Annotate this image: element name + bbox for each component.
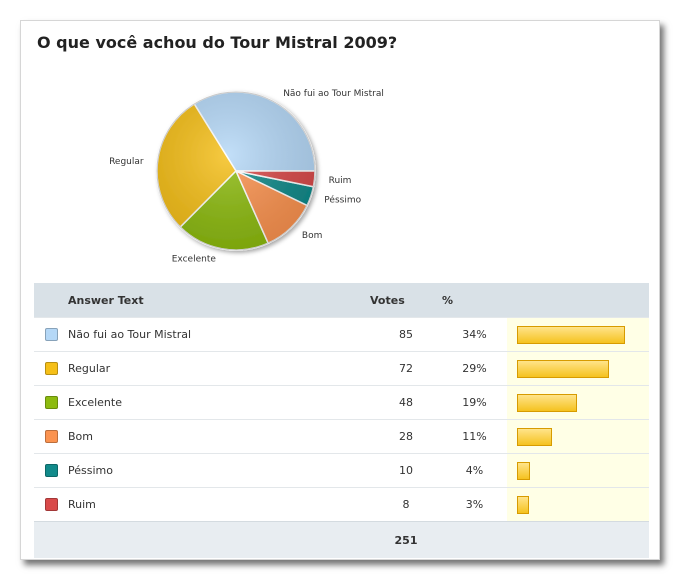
bar-cell xyxy=(507,351,649,386)
answer-text: Péssimo xyxy=(68,453,370,488)
vote-bar xyxy=(517,427,552,446)
legend-swatch-cell xyxy=(34,453,68,488)
vote-bar xyxy=(517,461,530,480)
bar-cell xyxy=(507,487,649,522)
table-row: Regular 72 29% xyxy=(34,351,649,386)
legend-swatch-cell xyxy=(34,419,68,454)
header-key xyxy=(34,283,68,318)
table-row: Não fui ao Tour Mistral 85 34% xyxy=(34,317,649,352)
vote-count: 85 xyxy=(370,317,442,352)
table-footer-row: 251 xyxy=(34,521,649,558)
vote-percent: 19% xyxy=(442,385,507,420)
bar-cell xyxy=(507,385,649,420)
legend-swatch-cell xyxy=(34,351,68,386)
table-row: Bom 28 11% xyxy=(34,419,649,454)
vote-count: 10 xyxy=(370,453,442,488)
legend-swatch xyxy=(44,464,58,478)
header-answer: Answer Text xyxy=(68,283,370,318)
vote-bar xyxy=(517,359,609,378)
header-votes: Votes xyxy=(370,283,442,318)
header-bar xyxy=(507,283,649,318)
legend-swatch-cell xyxy=(34,317,68,352)
total-votes: 251 xyxy=(370,521,442,558)
vote-count: 8 xyxy=(370,487,442,522)
pie-chart: Não fui ao Tour Mistral Regular Excelente B… xyxy=(109,89,384,265)
pie-slice-label: Não fui ao Tour Mistral xyxy=(283,89,384,99)
vote-percent: 34% xyxy=(442,317,507,352)
answer-text: Bom xyxy=(68,419,370,454)
answer-text: Excelente xyxy=(68,385,370,420)
table-row: Excelente 48 19% xyxy=(34,385,649,420)
pie-slice-label: Bom xyxy=(302,231,322,241)
poll-results-card: O que você achou do Tour Mistral 2009? N… xyxy=(20,20,660,560)
vote-percent: 11% xyxy=(442,419,507,454)
vote-bar xyxy=(517,393,577,412)
legend-swatch xyxy=(44,430,58,444)
legend-swatch xyxy=(44,328,58,342)
vote-count: 48 xyxy=(370,385,442,420)
vote-percent: 29% xyxy=(442,351,507,386)
vote-bar xyxy=(517,495,529,514)
answer-text: Não fui ao Tour Mistral xyxy=(68,317,370,352)
answer-text: Regular xyxy=(68,351,370,386)
bar-cell xyxy=(507,453,649,488)
pie-slice-label: Excelente xyxy=(172,255,217,265)
legend-swatch xyxy=(44,498,58,512)
pie-slice-label: Ruim xyxy=(329,176,352,186)
table-header-row: Answer Text Votes % xyxy=(34,283,649,318)
bar-cell xyxy=(507,419,649,454)
vote-percent: 3% xyxy=(442,487,507,522)
table-row: Ruim 8 3% xyxy=(34,487,649,522)
poll-title: O que você achou do Tour Mistral 2009? xyxy=(37,33,398,52)
vote-count: 28 xyxy=(370,419,442,454)
legend-swatch xyxy=(44,362,58,376)
legend-swatch-cell xyxy=(34,487,68,522)
answer-text: Ruim xyxy=(68,487,370,522)
vote-count: 72 xyxy=(370,351,442,386)
pie-slice-label: Regular xyxy=(109,157,144,167)
results-table: Answer Text Votes % Não fui ao Tour Mist… xyxy=(34,283,649,558)
bar-cell xyxy=(507,317,649,352)
legend-swatch-cell xyxy=(34,385,68,420)
legend-swatch xyxy=(44,396,58,410)
vote-percent: 4% xyxy=(442,453,507,488)
pie-outline xyxy=(156,91,316,251)
header-percent: % xyxy=(442,283,507,318)
pie-slice-label: Péssimo xyxy=(324,195,361,206)
table-row: Péssimo 10 4% xyxy=(34,453,649,488)
vote-bar xyxy=(517,325,625,344)
